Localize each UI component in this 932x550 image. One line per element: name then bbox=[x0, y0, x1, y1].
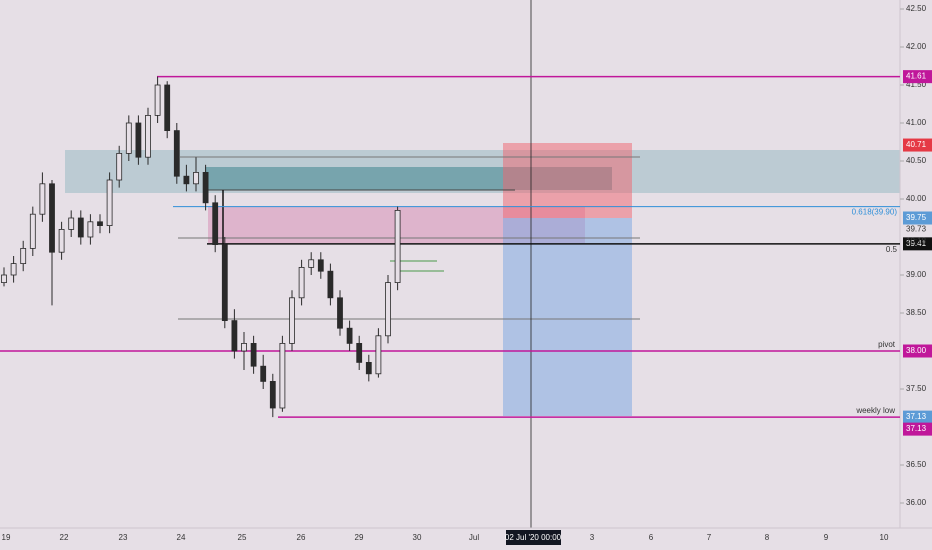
candle-body bbox=[58, 228, 65, 253]
candle-body bbox=[365, 361, 372, 375]
candle-body bbox=[327, 270, 334, 299]
x-tick-label: 25 bbox=[238, 533, 247, 542]
candle-body bbox=[97, 221, 103, 227]
countdown: 10:18 bbox=[906, 237, 927, 246]
candle-body bbox=[337, 297, 343, 329]
candle-body bbox=[308, 259, 315, 268]
candle-body bbox=[279, 342, 286, 409]
price-label: 37.13 bbox=[906, 412, 927, 421]
x-tick-label: 22 bbox=[60, 533, 69, 542]
x-tick-label: 26 bbox=[297, 533, 306, 542]
y-tick-label: 41.50 bbox=[906, 80, 927, 89]
candle-body bbox=[394, 209, 401, 283]
y-tick-label: 42.00 bbox=[906, 42, 927, 51]
candle-body bbox=[164, 84, 171, 131]
price-box bbox=[903, 211, 932, 225]
annotation: pivot bbox=[878, 340, 896, 349]
candle-body bbox=[221, 244, 228, 322]
y-tick-label: 37.50 bbox=[906, 384, 927, 393]
candle-body bbox=[346, 327, 353, 344]
candle-body bbox=[317, 259, 324, 272]
candle-body bbox=[375, 335, 382, 375]
candle-body bbox=[298, 266, 305, 299]
candle-body bbox=[116, 152, 123, 181]
price-box bbox=[903, 410, 932, 424]
candle-body bbox=[289, 297, 295, 344]
candle-body bbox=[241, 342, 247, 352]
candle-body bbox=[125, 122, 132, 154]
x-tick-label: 10 bbox=[880, 533, 889, 542]
candle-body bbox=[269, 380, 276, 409]
y-tick-label: 42.50 bbox=[906, 4, 927, 13]
fib-label: 0.618(39.90) bbox=[852, 208, 898, 217]
candle-body bbox=[20, 247, 27, 264]
price-box bbox=[903, 237, 932, 251]
candle-body bbox=[49, 183, 55, 253]
x-tick-label: 23 bbox=[119, 533, 128, 542]
stop-zone bbox=[503, 143, 632, 218]
x-tick-label: 9 bbox=[824, 533, 829, 542]
candle-body bbox=[106, 179, 113, 226]
x-tick-label: 7 bbox=[707, 533, 712, 542]
candle-body bbox=[385, 282, 391, 337]
price-box bbox=[903, 344, 932, 358]
candle-body bbox=[145, 115, 151, 158]
x-tick-label: 19 bbox=[2, 533, 11, 542]
x-tick-label: 24 bbox=[177, 533, 186, 542]
candle-body bbox=[231, 320, 238, 352]
candle-body bbox=[183, 175, 190, 185]
candle-body bbox=[29, 213, 36, 249]
price-label: 37.13 bbox=[906, 424, 927, 433]
y-tick-label: 36.50 bbox=[906, 460, 927, 469]
candle-body bbox=[135, 122, 142, 158]
y-tick-label: 40.50 bbox=[906, 156, 927, 165]
y-tick-label: 38.50 bbox=[906, 308, 927, 317]
x-tick-label: 29 bbox=[355, 533, 364, 542]
x-tick-label: Jul bbox=[469, 533, 479, 542]
fib-label: 0.5 bbox=[886, 245, 898, 254]
price-label: 39.73 bbox=[906, 225, 927, 234]
marks bbox=[0, 75, 900, 418]
crosshair-box bbox=[506, 530, 561, 545]
y-tick-label: 36.00 bbox=[906, 498, 927, 507]
candle-body bbox=[87, 221, 94, 238]
x-tick-label: 8 bbox=[765, 533, 770, 542]
annotation: weekly low bbox=[855, 406, 895, 415]
candle-body bbox=[250, 342, 257, 367]
target-zone bbox=[503, 218, 632, 416]
y-tick-label: 41.00 bbox=[906, 118, 927, 127]
candle-body bbox=[212, 202, 219, 246]
x-tick-label: 6 bbox=[649, 533, 654, 542]
candle-body bbox=[202, 171, 209, 204]
crosshair-label: 02 Jul '20 00:00 bbox=[505, 533, 562, 542]
price-label: 39.41 bbox=[906, 239, 927, 248]
candle-body bbox=[10, 263, 17, 276]
price-box bbox=[903, 422, 932, 436]
price-label: 41.61 bbox=[906, 72, 927, 81]
price-box bbox=[903, 138, 932, 152]
x-tick-label: 3 bbox=[590, 533, 595, 542]
price-label: 38.00 bbox=[906, 346, 927, 355]
candle-body bbox=[154, 84, 161, 116]
candle-body bbox=[173, 130, 180, 177]
y-tick-label: 40.00 bbox=[906, 194, 927, 203]
price-label: 40.71 bbox=[906, 140, 927, 149]
candle-body bbox=[260, 365, 267, 382]
candle-body bbox=[356, 342, 363, 363]
price-label: 39.75 bbox=[906, 213, 927, 222]
price-box bbox=[903, 70, 932, 84]
x-tick-label: 30 bbox=[413, 533, 422, 542]
candle-body bbox=[193, 171, 199, 185]
candle-body bbox=[1, 274, 7, 283]
candle-body bbox=[39, 183, 46, 215]
y-tick-label: 39.00 bbox=[906, 270, 927, 279]
candle-body bbox=[77, 217, 84, 238]
candle-body bbox=[68, 217, 75, 230]
